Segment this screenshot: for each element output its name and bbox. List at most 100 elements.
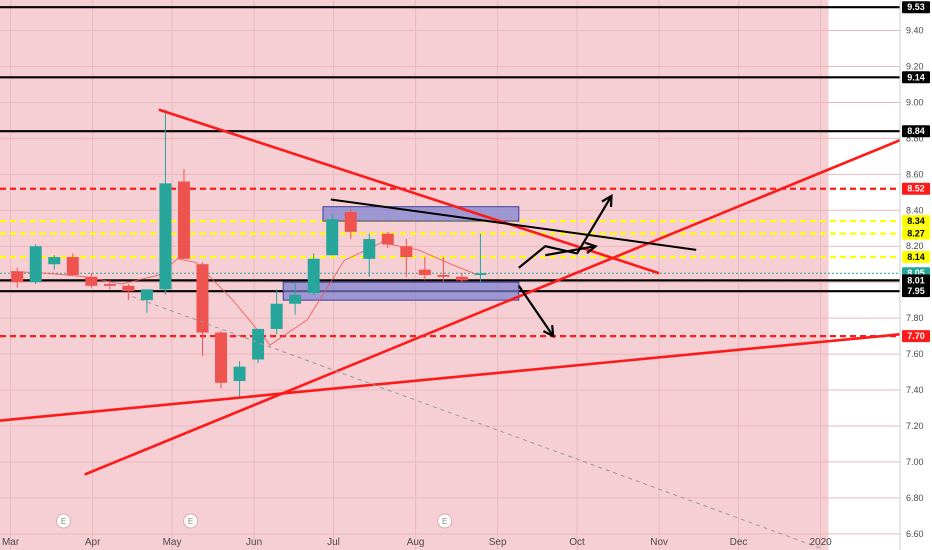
candle-body bbox=[474, 273, 487, 275]
level-tag-label: 7.95 bbox=[907, 286, 925, 296]
trend-line[interactable] bbox=[132, 296, 821, 549]
candle-body bbox=[159, 183, 172, 290]
candle-body bbox=[252, 328, 265, 360]
earnings-marker[interactable] bbox=[56, 513, 72, 529]
candle-body bbox=[400, 246, 413, 258]
x-axis-ticks: Mar Apr May Jun Jul Aug Sep Oct Nov Dec 2020 bbox=[2, 537, 832, 548]
candle-body bbox=[11, 271, 24, 283]
y-tick-label: 9.20 bbox=[906, 62, 924, 72]
level-tag bbox=[902, 251, 930, 264]
candle-body bbox=[418, 269, 431, 275]
earnings-marker[interactable] bbox=[183, 513, 199, 529]
arrow-path[interactable] bbox=[518, 195, 613, 269]
candle-body bbox=[363, 239, 376, 259]
x-tick-label: Apr bbox=[85, 537, 101, 548]
level-tag bbox=[902, 215, 930, 228]
arrow-head[interactable] bbox=[601, 193, 613, 207]
level-tag bbox=[902, 71, 930, 84]
y-tick-label: 6.80 bbox=[906, 493, 924, 503]
level-tag-label: 9.53 bbox=[907, 2, 925, 12]
x-tick-label: Nov bbox=[650, 537, 668, 548]
arrows[interactable] bbox=[517, 193, 613, 339]
y-tick-label: 7.80 bbox=[906, 313, 924, 323]
earnings-marker-label: E bbox=[442, 517, 447, 526]
candle-body bbox=[437, 275, 450, 277]
candle-body bbox=[326, 219, 339, 256]
y-tick-label: 7.40 bbox=[906, 385, 924, 395]
y-tick-label: 7.00 bbox=[906, 457, 924, 467]
level-tag bbox=[902, 125, 930, 138]
candle-body bbox=[196, 264, 209, 333]
level-tag-label: 8.52 bbox=[907, 184, 925, 194]
level-tag-label: 8.01 bbox=[907, 275, 925, 285]
candle-body bbox=[233, 366, 246, 382]
arrow-head[interactable] bbox=[584, 241, 598, 254]
y-tick-label: 8.80 bbox=[906, 133, 924, 143]
level-tag-label: 9.14 bbox=[907, 72, 925, 82]
x-tick-label: Jun bbox=[246, 537, 262, 548]
x-tick-label: Sep bbox=[489, 537, 507, 548]
trend-line[interactable] bbox=[330, 198, 697, 251]
x-tick-label: Aug bbox=[407, 537, 425, 548]
level-tag-label: 8.34 bbox=[907, 216, 925, 226]
x-tick-label: Mar bbox=[2, 537, 20, 548]
candle-body bbox=[140, 289, 153, 301]
candle-body bbox=[307, 258, 320, 293]
candle-body bbox=[270, 303, 283, 329]
x-tick-label: May bbox=[163, 537, 182, 548]
x-tick-label: Jul bbox=[327, 537, 340, 548]
level-tag bbox=[902, 182, 930, 195]
y-tick-label: 8.20 bbox=[906, 241, 924, 251]
candle-body bbox=[344, 212, 357, 232]
trend-line[interactable] bbox=[158, 108, 660, 275]
candle-body bbox=[48, 257, 61, 265]
trend-line[interactable] bbox=[0, 333, 901, 422]
y-tick-label: 9.40 bbox=[906, 26, 924, 36]
candle-body bbox=[122, 285, 135, 292]
x-tick-label: Oct bbox=[569, 537, 585, 548]
y-axis-ticks: 9.409.209.008.808.608.408.208.007.807.60… bbox=[906, 26, 924, 539]
arrow-path[interactable] bbox=[545, 245, 596, 257]
y-tick-label: 6.60 bbox=[906, 529, 924, 539]
y-tick-label: 9.00 bbox=[906, 97, 924, 107]
arrow-path[interactable] bbox=[517, 285, 555, 337]
level-tag-label: 8.84 bbox=[907, 126, 925, 136]
level-tag bbox=[902, 330, 930, 343]
candle-body bbox=[66, 257, 79, 275]
level-tag-label: 8.27 bbox=[907, 229, 925, 239]
level-tag bbox=[902, 1, 930, 14]
y-tick-label: 8.60 bbox=[906, 169, 924, 179]
level-tag bbox=[902, 227, 930, 240]
shaded-region-rect bbox=[0, 0, 829, 550]
level-tag-label: 7.70 bbox=[907, 331, 925, 341]
grid bbox=[0, 0, 900, 550]
candles bbox=[11, 109, 487, 398]
level-tag-label: 8.05 bbox=[907, 268, 925, 278]
level-tags: 9.53 9.14 8.84 8.52 8.34 8.27 8.14 8.058.017.95… bbox=[902, 1, 930, 343]
candle-body bbox=[381, 233, 394, 245]
candle-body bbox=[289, 294, 302, 304]
candle-body bbox=[29, 246, 42, 283]
trend-line[interactable] bbox=[84, 138, 901, 476]
x-tick-label: Dec bbox=[730, 537, 748, 548]
level-tag-label: 8.14 bbox=[907, 252, 925, 262]
earnings-marker-label: E bbox=[188, 517, 193, 526]
candle-body bbox=[103, 283, 116, 286]
candle-body bbox=[85, 276, 98, 286]
level-tag bbox=[902, 285, 930, 298]
candle-body bbox=[455, 276, 468, 281]
shaded-region bbox=[0, 0, 829, 550]
y-tick-label: 7.60 bbox=[906, 349, 924, 359]
x-tick-label: 2020 bbox=[809, 537, 832, 548]
price-range-box[interactable] bbox=[282, 281, 520, 301]
arrow-head[interactable] bbox=[542, 325, 555, 339]
candle-body bbox=[215, 332, 228, 383]
candle-body bbox=[177, 181, 190, 259]
earnings-marker[interactable] bbox=[437, 513, 453, 529]
earnings-marker-label: E bbox=[61, 517, 66, 526]
level-tag bbox=[902, 274, 930, 287]
trend-lines[interactable] bbox=[0, 108, 901, 549]
y-tick-label: 8.40 bbox=[906, 205, 924, 215]
